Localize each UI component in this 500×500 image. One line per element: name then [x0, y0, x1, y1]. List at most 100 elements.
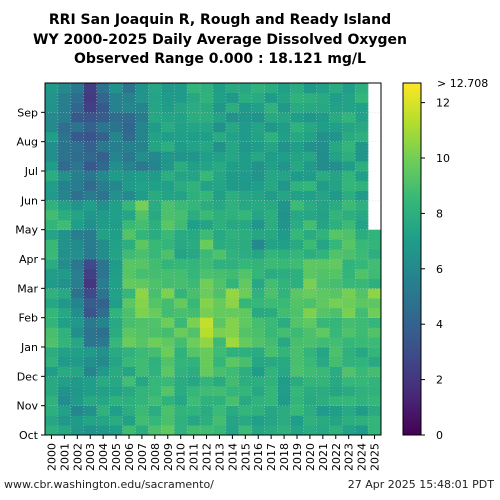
heatmap-cell: [290, 249, 304, 260]
heatmap-cell: [96, 337, 110, 348]
heatmap-cell: [135, 249, 149, 260]
heatmap-cell: [329, 171, 343, 182]
heatmap-cell: [174, 249, 188, 260]
heatmap-cell: [238, 239, 253, 250]
heatmap-cell: [213, 347, 227, 358]
heatmap-cell: [109, 278, 123, 289]
heatmap-cell: [148, 366, 162, 377]
heatmap-cell: [161, 122, 175, 133]
heatmap-cell: [83, 239, 97, 250]
heatmap-cell: [303, 131, 317, 142]
heatmap-cell: [355, 415, 369, 426]
heatmap-cell: [238, 180, 253, 191]
heatmap-cell: [187, 171, 201, 182]
heatmap-cell: [148, 210, 162, 221]
heatmap-cell: [148, 229, 162, 240]
heatmap-cell: [238, 415, 253, 426]
heatmap-cell: [45, 425, 59, 436]
heatmap-cell: [316, 229, 330, 240]
heatmap-cell: [303, 347, 317, 358]
heatmap-cell: [96, 298, 110, 309]
heatmap-cell: [316, 131, 330, 142]
heatmap-cell: [70, 278, 85, 289]
heatmap-cell: [238, 171, 253, 182]
heatmap-cell: [187, 210, 201, 221]
heatmap-cells: [45, 83, 382, 436]
heatmap-cell: [342, 249, 356, 260]
heatmap-cell: [277, 131, 291, 142]
x-tick-label: 2020: [304, 443, 317, 471]
heatmap-cell: [342, 200, 356, 211]
heatmap-cell: [122, 327, 136, 338]
heatmap-cell: [264, 317, 278, 328]
heatmap-cell: [329, 92, 343, 103]
heatmap-cell: [329, 229, 343, 240]
heatmap-cell: [96, 161, 110, 172]
heatmap-cell: [135, 386, 149, 397]
heatmap-cell: [57, 278, 72, 289]
source-url[interactable]: www.cbr.washington.edu/sacramento/: [4, 478, 214, 491]
heatmap-cell: [290, 376, 304, 387]
heatmap-cell: [70, 102, 85, 113]
heatmap-cell: [200, 200, 214, 211]
heatmap-cell: [200, 210, 214, 221]
heatmap-cell: [161, 151, 175, 162]
heatmap-cell: [83, 190, 97, 201]
heatmap-cell: [70, 112, 85, 123]
heatmap-cell: [96, 219, 110, 230]
heatmap-cell: [277, 190, 291, 201]
heatmap-cell: [238, 386, 253, 397]
heatmap-cell: [225, 210, 240, 221]
heatmap-cell: [187, 131, 201, 142]
heatmap-cell: [148, 259, 162, 270]
x-tick-label: 2011: [188, 443, 201, 471]
heatmap-cell: [251, 92, 265, 103]
heatmap-cell: [213, 83, 227, 94]
heatmap-cell: [45, 141, 59, 152]
heatmap-cell: [45, 151, 59, 162]
heatmap-cell: [329, 347, 343, 358]
heatmap-cell: [57, 151, 72, 162]
heatmap-cell: [200, 415, 214, 426]
heatmap-cell: [70, 405, 85, 416]
heatmap-cell: [161, 112, 175, 123]
heatmap-cell: [187, 239, 201, 250]
heatmap-cell: [57, 239, 72, 250]
heatmap-cell: [277, 180, 291, 191]
heatmap-cell: [45, 327, 59, 338]
heatmap-cell: [122, 249, 136, 260]
heatmap-cell: [264, 190, 278, 201]
heatmap-cell: [109, 327, 123, 338]
heatmap-cell: [251, 268, 265, 279]
heatmap-cell: [96, 307, 110, 318]
heatmap-cell: [329, 327, 343, 338]
heatmap-cell: [264, 259, 278, 270]
heatmap-cell: [355, 239, 369, 250]
heatmap-cell: [135, 200, 149, 211]
heatmap-cell: [290, 366, 304, 377]
heatmap-cell: [109, 249, 123, 260]
colorbar-ticks: 0 2 4 6 8 10 12: [421, 97, 450, 442]
heatmap-cell: [213, 171, 227, 182]
heatmap-cell: [148, 239, 162, 250]
heatmap-cell: [277, 288, 291, 299]
heatmap-cell: [96, 239, 110, 250]
heatmap-cell: [303, 317, 317, 328]
heatmap-cell: [187, 405, 201, 416]
heatmap-cell: [174, 239, 188, 250]
heatmap-cell: [200, 171, 214, 182]
heatmap-cell: [316, 415, 330, 426]
heatmap-cell: [316, 141, 330, 152]
heatmap-cell: [238, 190, 253, 201]
heatmap-cell: [225, 92, 240, 103]
heatmap-cell: [225, 259, 240, 270]
heatmap-cell: [148, 317, 162, 328]
heatmap-cell: [329, 356, 343, 367]
heatmap-cell: [225, 356, 240, 367]
heatmap-cell: [225, 200, 240, 211]
heatmap-cell: [187, 151, 201, 162]
heatmap-cell: [225, 219, 240, 230]
heatmap-cell: [303, 395, 317, 406]
x-tick-label: 2000: [45, 443, 58, 471]
heatmap-cell: [200, 141, 214, 152]
